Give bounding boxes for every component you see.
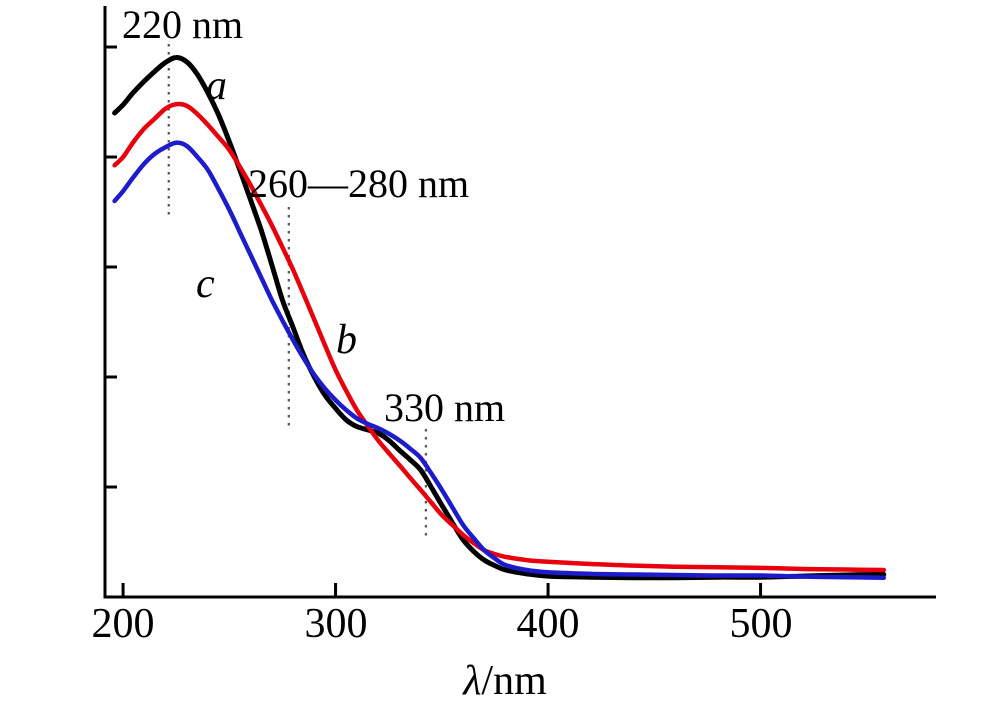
annotation-220nm: 220 nm <box>122 2 243 47</box>
curves-group <box>112 55 887 581</box>
x-tick-label-500: 500 <box>730 601 793 647</box>
annotation-330nm: 330 nm <box>384 385 505 430</box>
x-tick-label-200: 200 <box>92 601 155 647</box>
annotation-260-280nm: 260—280 nm <box>248 161 469 206</box>
x-axis-label: λ/nm <box>461 658 547 704</box>
marker-lines-group <box>167 44 427 540</box>
curve-label-c: c <box>196 261 215 307</box>
x-tick-label-300: 300 <box>305 601 368 647</box>
x-axis-label-unit: /nm <box>481 658 547 704</box>
x-axis-label-lambda: λ <box>461 658 481 704</box>
spectrum-curve-b <box>112 101 887 573</box>
spectrum-curve-a <box>112 55 887 581</box>
curve-label-b: b <box>336 317 357 363</box>
x-tick-label-400: 400 <box>517 601 580 647</box>
axes-group <box>103 6 936 599</box>
curve-label-a: a <box>206 63 227 109</box>
spectrum-curve-c <box>112 140 887 581</box>
